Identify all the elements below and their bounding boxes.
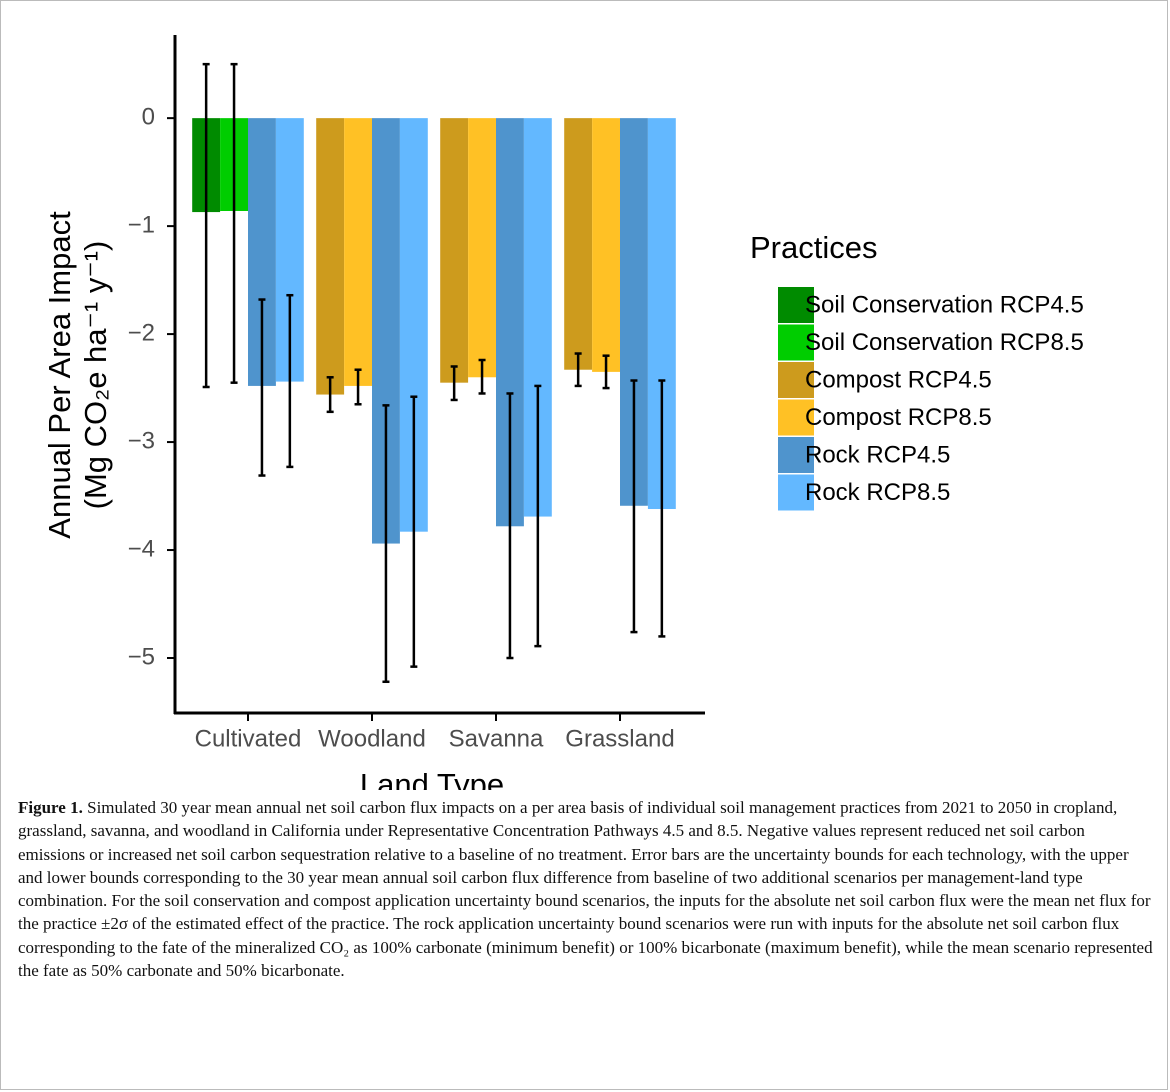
- error-bar: [658, 379, 666, 638]
- y-tick-label: −4: [128, 535, 155, 562]
- error-bar: [450, 365, 458, 402]
- bar: [468, 118, 496, 378]
- legend-label: Soil Conservation RCP4.5: [805, 291, 1084, 318]
- error-bar: [602, 354, 610, 390]
- bar: [316, 118, 345, 395]
- legend-key: [778, 399, 814, 436]
- bar: [440, 118, 469, 383]
- x-tick-label: Grassland: [565, 725, 674, 752]
- error-bar: [202, 62, 210, 389]
- x-tick-label: Cultivated: [195, 725, 302, 752]
- error-bar: [574, 352, 582, 388]
- y-tick-label: −1: [128, 211, 155, 238]
- legend-label: Rock RCP8.5: [805, 479, 950, 506]
- bar: [592, 118, 620, 372]
- x-tick-label: Woodland: [318, 725, 426, 752]
- bar: [344, 118, 372, 386]
- legend-label: Soil Conservation RCP8.5: [805, 329, 1084, 356]
- caption-text: Simulated 30 year mean annual net soil c…: [18, 798, 1153, 981]
- legend-key: [778, 437, 814, 473]
- error-bar: [506, 392, 514, 660]
- y-axis-title: Annual Per Area Impact: [42, 211, 77, 539]
- error-bar: [286, 293, 294, 469]
- error-bar: [410, 395, 418, 668]
- y-tick-label: −2: [128, 319, 155, 346]
- y-tick-label: −3: [128, 427, 155, 454]
- x-tick-label: Savanna: [449, 725, 544, 752]
- error-bar: [478, 358, 486, 395]
- legend-key: [778, 287, 814, 323]
- legend-title: Practices: [750, 230, 877, 265]
- caption: Figure 1. Simulated 30 year mean annual …: [18, 796, 1153, 982]
- y-axis-title: (Mg CO₂e ha⁻¹ y⁻¹): [78, 241, 113, 510]
- y-tick-label: 0: [142, 103, 155, 130]
- caption-label: Figure 1.: [18, 798, 83, 817]
- legend-key: [778, 324, 814, 361]
- legend-label: Rock RCP4.5: [805, 441, 950, 468]
- error-bar: [630, 379, 638, 634]
- error-bar: [354, 368, 362, 406]
- error-bar: [382, 404, 390, 684]
- legend-label: Compost RCP8.5: [805, 404, 992, 431]
- y-tick-label: −5: [128, 643, 155, 670]
- legend-key: [778, 474, 814, 511]
- bar: [564, 118, 593, 370]
- error-bar: [230, 62, 238, 384]
- legend-key: [778, 362, 814, 398]
- error-bar: [258, 298, 266, 477]
- x-axis-title: Land Type: [360, 767, 504, 790]
- error-bar: [534, 384, 542, 648]
- error-bar: [326, 376, 334, 414]
- legend-label: Compost RCP4.5: [805, 366, 992, 393]
- chart: Land Type Annual Per Area Impact (Mg CO₂…: [42, 35, 1084, 790]
